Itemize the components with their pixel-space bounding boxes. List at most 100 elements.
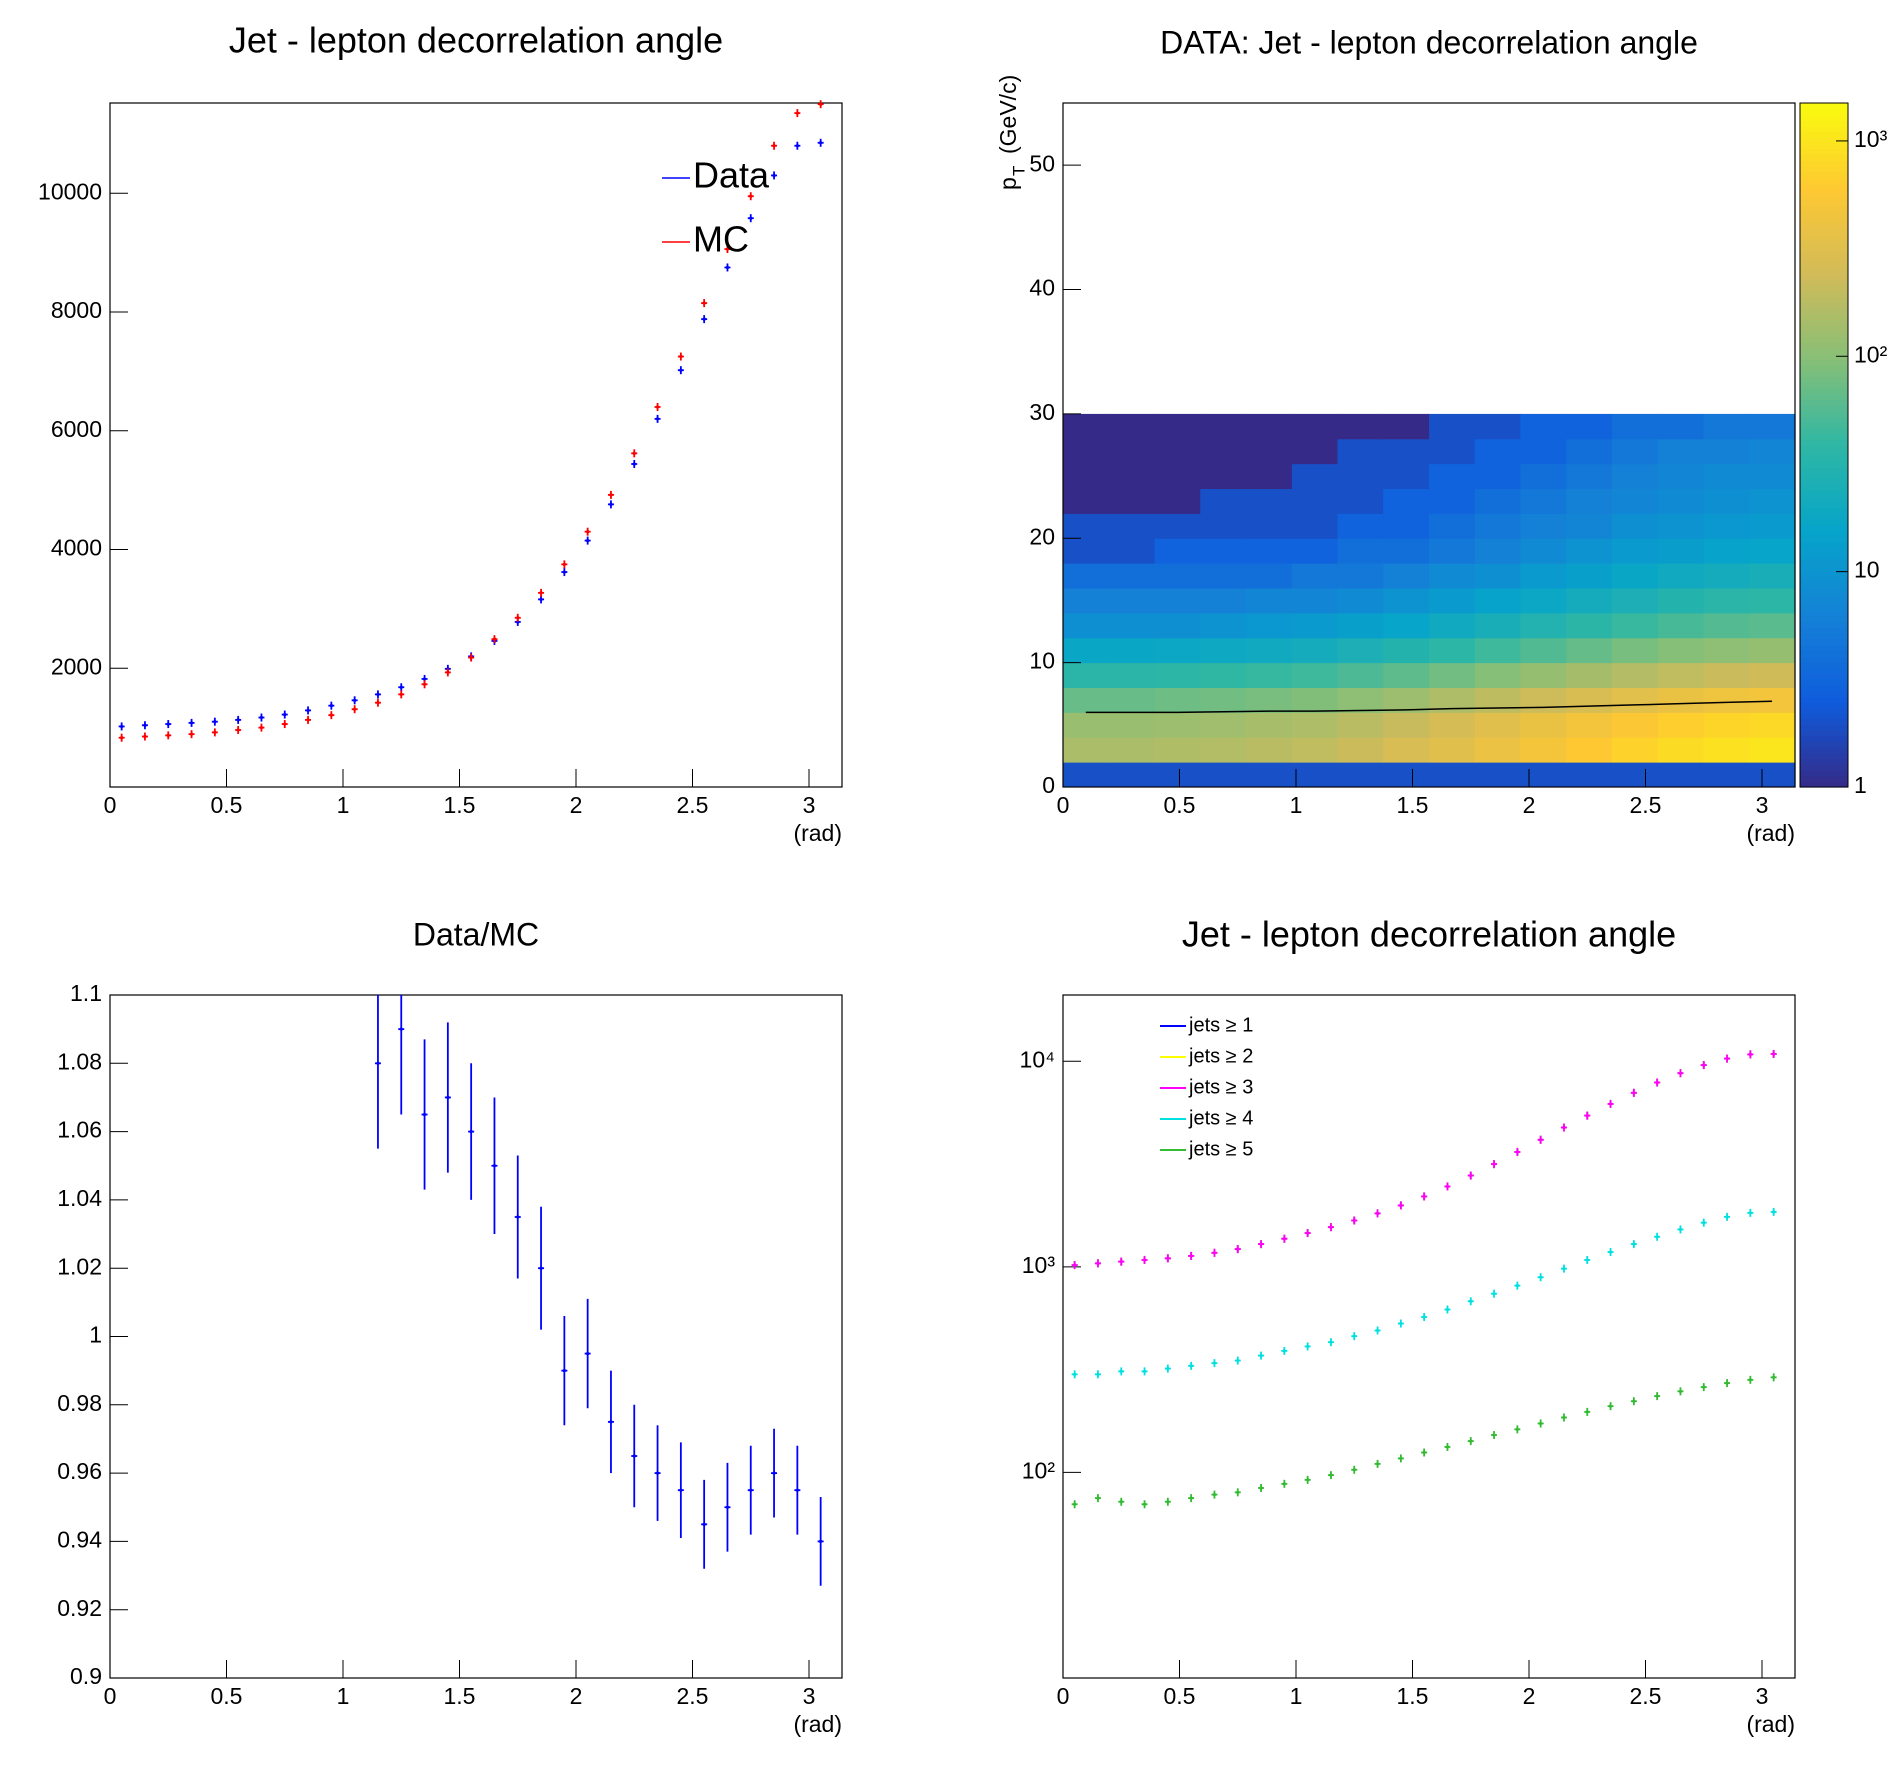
data-point (701, 1479, 708, 1569)
colorbar-step (1800, 239, 1848, 247)
marker (1306, 1231, 1310, 1235)
data-point (1071, 1370, 1078, 1379)
marker (772, 1471, 776, 1475)
data-point (1304, 1475, 1311, 1484)
heatmap-cell (1429, 612, 1476, 639)
heatmap-cell (1108, 563, 1156, 589)
heatmap-cell (1611, 737, 1659, 763)
marker (562, 570, 566, 574)
marker (1166, 1500, 1170, 1504)
heatmap-cell (1749, 413, 1796, 440)
heatmap-cell (1063, 662, 1110, 689)
data-point (724, 1462, 731, 1552)
data-point (1491, 1289, 1498, 1298)
marker (120, 724, 124, 729)
marker (1119, 1369, 1123, 1373)
heatmap-cell (1520, 612, 1567, 639)
heatmap-cell (1245, 563, 1293, 589)
marker (1562, 1415, 1566, 1420)
marker (1608, 1102, 1613, 1106)
data-point (1467, 1171, 1474, 1180)
data-point (538, 1206, 545, 1330)
marker (1073, 1372, 1077, 1376)
colorbar-step (1800, 707, 1848, 714)
marker (259, 726, 264, 730)
heatmap-cell (1200, 463, 1247, 490)
colorbar-step (1800, 410, 1848, 418)
heatmap-cell (1245, 538, 1293, 564)
x-tick-label: 0.5 (1164, 1683, 1196, 1709)
colorbar-step (1800, 570, 1848, 577)
heatmap-cell (1749, 538, 1796, 564)
data-point (421, 680, 428, 689)
legend-label: Data (693, 155, 770, 196)
heatmap-cell (1383, 612, 1430, 639)
y-tick-label: 1.04 (57, 1185, 102, 1211)
data-point (1094, 1370, 1101, 1379)
data-point (817, 1497, 824, 1586)
heatmap-cell (1611, 687, 1659, 713)
marker (1655, 1235, 1659, 1239)
colorbar-step (1800, 701, 1848, 708)
heatmap-cell (1337, 737, 1384, 763)
heatmap-cell (1108, 712, 1156, 738)
data-point (305, 706, 312, 715)
marker (539, 1266, 543, 1270)
marker (1282, 1349, 1286, 1353)
data-point (328, 701, 335, 710)
marker (655, 405, 660, 409)
marker (1119, 1500, 1123, 1504)
marker (702, 301, 706, 305)
data-point (538, 588, 545, 597)
plot-frame (1062, 994, 1796, 1679)
heatmap-cell (1611, 637, 1659, 664)
heatmap-cell (1154, 438, 1201, 465)
data-point (1141, 1500, 1148, 1509)
marker (492, 637, 497, 641)
y-tick-label: 30 (1029, 399, 1055, 425)
marker (562, 1369, 566, 1373)
heatmap-cell (1383, 737, 1430, 763)
marker (1306, 1344, 1310, 1349)
heatmap-cell (1429, 662, 1476, 689)
data-point (1467, 1437, 1474, 1446)
heatmap-cell (1291, 463, 1338, 490)
x-tick-label: 1.5 (1397, 1683, 1429, 1709)
legend-label: MC (693, 219, 749, 260)
marker (1399, 1203, 1403, 1207)
marker (189, 732, 194, 736)
heatmap-cell (1520, 538, 1567, 564)
heatmap-cell (1154, 662, 1201, 689)
data-point (794, 1445, 801, 1535)
heatmap-cell (1200, 762, 1247, 788)
marker (1399, 1321, 1403, 1326)
data-point (421, 1039, 428, 1190)
marker (1655, 1080, 1659, 1085)
data-point (1654, 1392, 1661, 1401)
data-point (1281, 1479, 1288, 1488)
marker (1608, 1250, 1613, 1254)
heatmap-cell (1749, 588, 1796, 614)
colorbar-step (1800, 684, 1848, 691)
colorbar-step (1800, 724, 1848, 731)
marker (1585, 1410, 1589, 1414)
data-point (701, 315, 708, 324)
data-point (794, 109, 801, 118)
marker (1212, 1492, 1217, 1497)
marker (1329, 1225, 1333, 1229)
colorbar-step (1800, 245, 1848, 252)
marker (1725, 1381, 1729, 1385)
data-point (771, 141, 778, 150)
heatmap-cell (1245, 762, 1293, 788)
colorbar-step (1800, 638, 1848, 646)
data-point (1164, 1254, 1171, 1263)
heatmap-cell (1337, 637, 1384, 664)
colorbar-step (1800, 479, 1848, 486)
heatmap-cell (1657, 662, 1705, 689)
marker (1329, 1340, 1333, 1344)
heatmap-cell (1154, 513, 1201, 539)
heatmap-cell (1063, 637, 1110, 664)
marker (1632, 1399, 1636, 1403)
heatmap-cell (1291, 662, 1338, 689)
heatmap-cell (1063, 588, 1110, 614)
